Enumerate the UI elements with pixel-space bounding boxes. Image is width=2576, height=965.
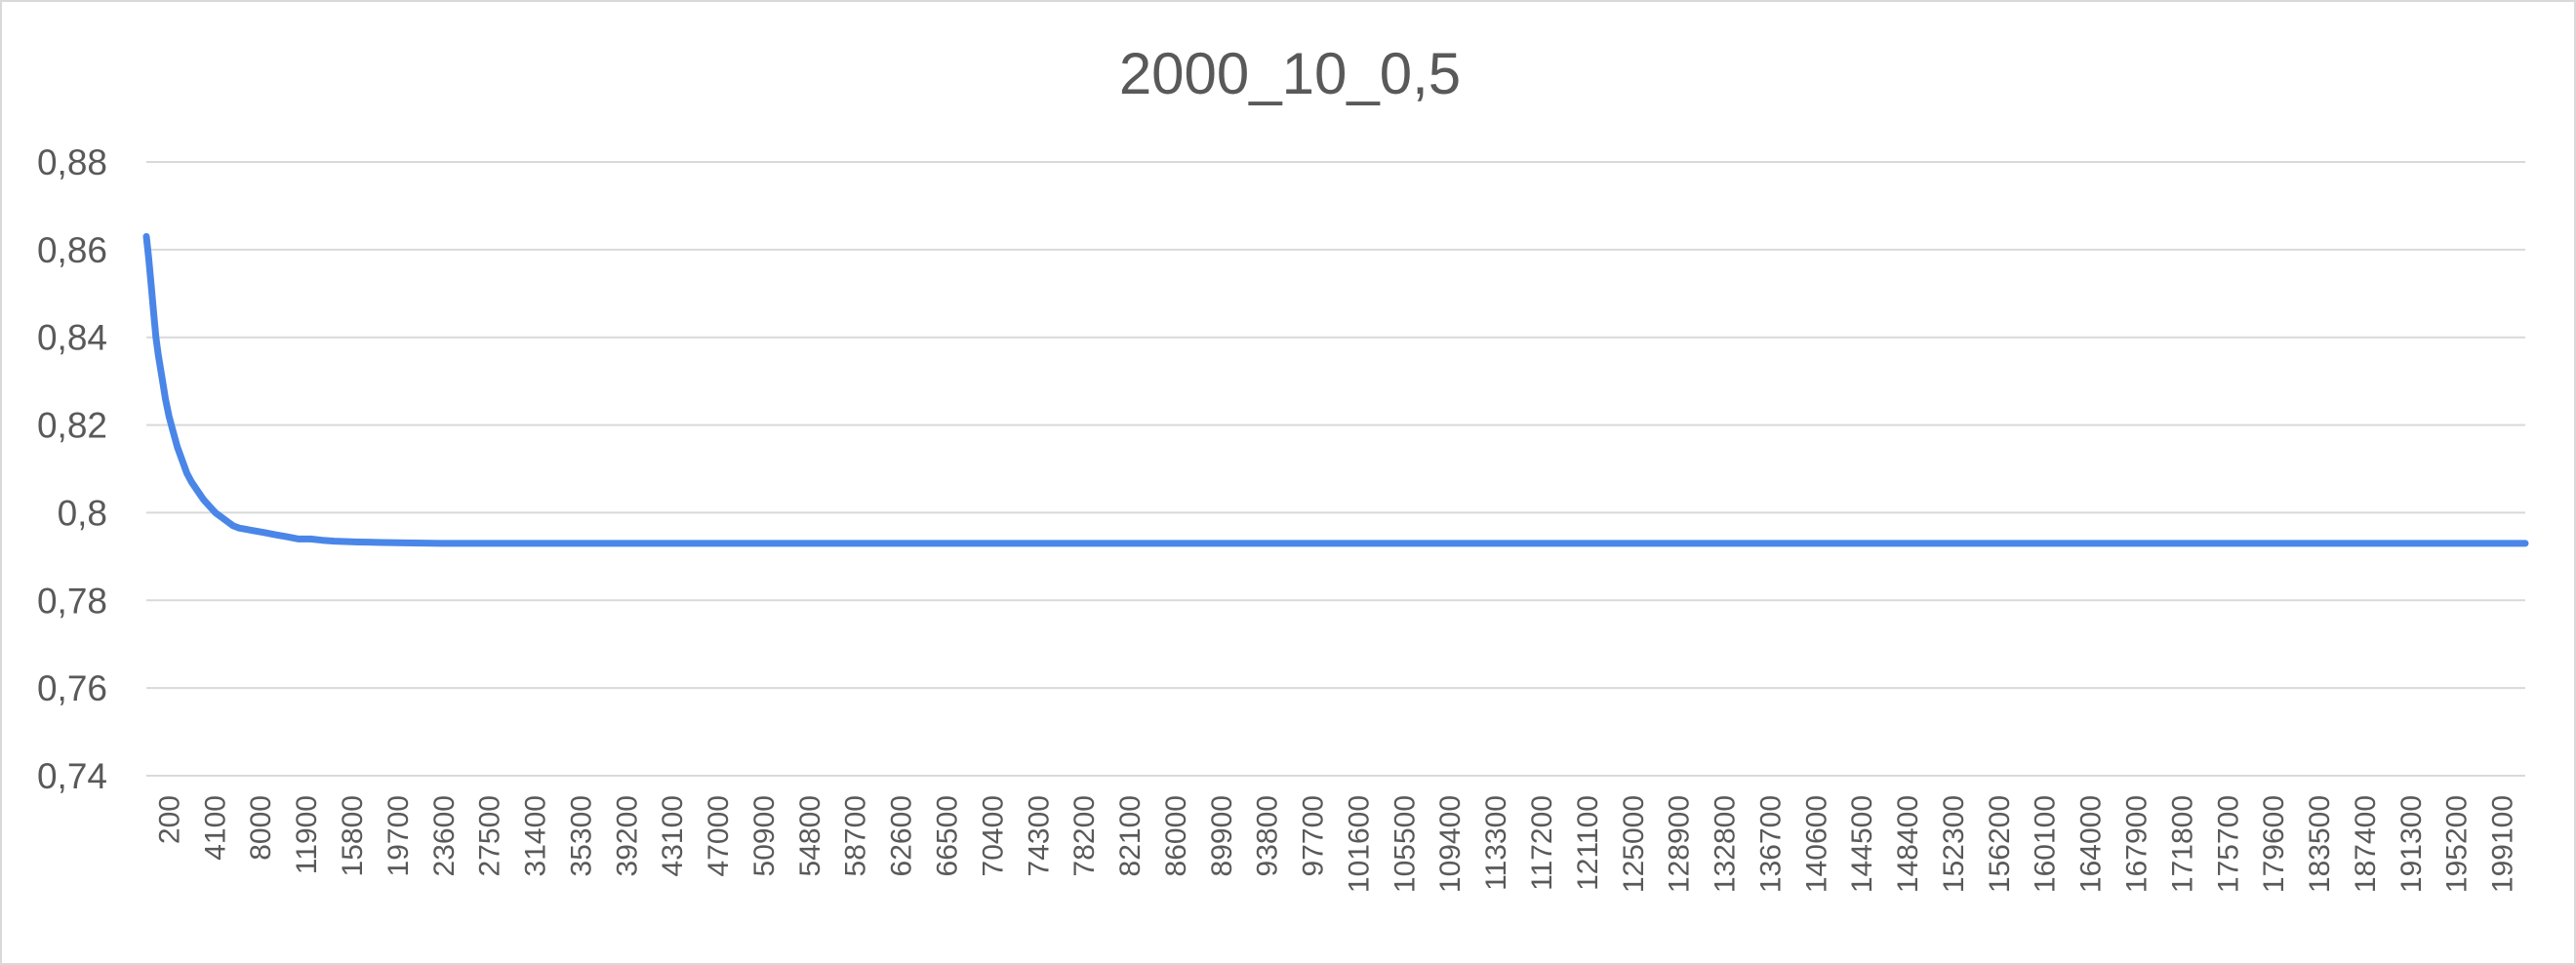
- x-tick-label: 105500: [1389, 795, 1421, 893]
- series-layer: [142, 232, 2529, 547]
- x-tick-label: 43100: [657, 795, 689, 876]
- x-tick-label: 167900: [2120, 795, 2153, 893]
- x-tick-label: 62600: [886, 795, 918, 876]
- x-tick-label: 50900: [748, 795, 781, 876]
- x-tick-label: 89900: [1206, 795, 1238, 876]
- x-tick-label: 132800: [1710, 795, 1742, 893]
- y-tick-label: 0,74: [37, 756, 107, 796]
- x-tick-label: 140600: [1800, 795, 1832, 893]
- x-tick-label: 200: [153, 795, 185, 844]
- x-tick-label: 183500: [2304, 795, 2336, 893]
- x-tick-label: 191300: [2395, 795, 2428, 893]
- x-tick-label: 148400: [1892, 795, 1924, 893]
- x-tick-label: 175700: [2212, 795, 2244, 893]
- x-tick-label: 195200: [2441, 795, 2474, 893]
- y-tick-label: 0,8: [58, 493, 107, 533]
- x-tick-label: 160100: [2030, 795, 2062, 893]
- x-tick-label: 97700: [1298, 795, 1330, 876]
- x-tick-label: 101600: [1343, 795, 1375, 893]
- x-tick-label: 136700: [1754, 795, 1787, 893]
- x-tick-label: 152300: [1938, 795, 1970, 893]
- y-tick-label: 0,86: [37, 230, 107, 270]
- x-tick-label: 125000: [1618, 795, 1650, 893]
- x-tick-label: 31400: [520, 795, 552, 876]
- x-tick-label: 23600: [428, 795, 461, 876]
- x-tick-label: 35300: [565, 795, 597, 876]
- x-tick-label: 113300: [1480, 795, 1512, 891]
- x-tick-label: 74300: [1023, 795, 1055, 876]
- y-tick-label: 0,78: [37, 581, 107, 621]
- x-tick-label: 164000: [2075, 795, 2108, 893]
- series-line-0: [142, 232, 2529, 547]
- x-tick-label: 93800: [1252, 795, 1284, 876]
- x-axis-tick-labels: 200 4100 8000 11900 15800 19700 23600 27500 3140…: [153, 795, 2518, 893]
- y-tick-label: 0,76: [37, 668, 107, 708]
- x-tick-label: 156200: [1984, 795, 2016, 893]
- x-tick-label: 47000: [703, 795, 735, 876]
- x-tick-label: 187400: [2350, 795, 2382, 893]
- gridlines: [146, 161, 2525, 777]
- x-tick-label: 121100: [1572, 795, 1604, 891]
- x-tick-label: 171800: [2166, 795, 2198, 893]
- x-tick-label: 11900: [291, 795, 323, 874]
- x-tick-label: 109400: [1434, 795, 1467, 893]
- x-tick-label: 58700: [840, 795, 872, 876]
- x-tick-label: 8000: [245, 795, 277, 861]
- x-tick-label: 54800: [794, 795, 826, 876]
- x-tick-label: 19700: [382, 795, 415, 876]
- x-tick-label: 4100: [199, 795, 231, 861]
- x-tick-label: 86000: [1160, 795, 1192, 876]
- x-tick-label: 199100: [2487, 795, 2519, 893]
- x-tick-label: 82100: [1114, 795, 1147, 876]
- x-tick-label: 70400: [977, 795, 1009, 876]
- x-tick-label: 128900: [1664, 795, 1696, 893]
- x-tick-label: 117200: [1526, 795, 1558, 891]
- x-tick-label: 15800: [337, 795, 369, 876]
- x-tick-label: 39200: [611, 795, 643, 876]
- x-tick-label: 78200: [1068, 795, 1101, 876]
- chart-title: 2000_10_0,5: [1119, 41, 1461, 106]
- y-tick-label: 0,84: [37, 318, 107, 358]
- y-axis-tick-labels: 0,74 0,76 0,78 0,8 0,82 0,84 0,86 0,88: [37, 142, 107, 796]
- y-tick-label: 0,82: [37, 406, 107, 446]
- x-tick-label: 27500: [474, 795, 506, 876]
- y-tick-label: 0,88: [37, 142, 107, 182]
- x-tick-label: 66500: [931, 795, 963, 876]
- x-tick-label: 179600: [2258, 795, 2290, 893]
- x-tick-label: 144500: [1846, 795, 1878, 893]
